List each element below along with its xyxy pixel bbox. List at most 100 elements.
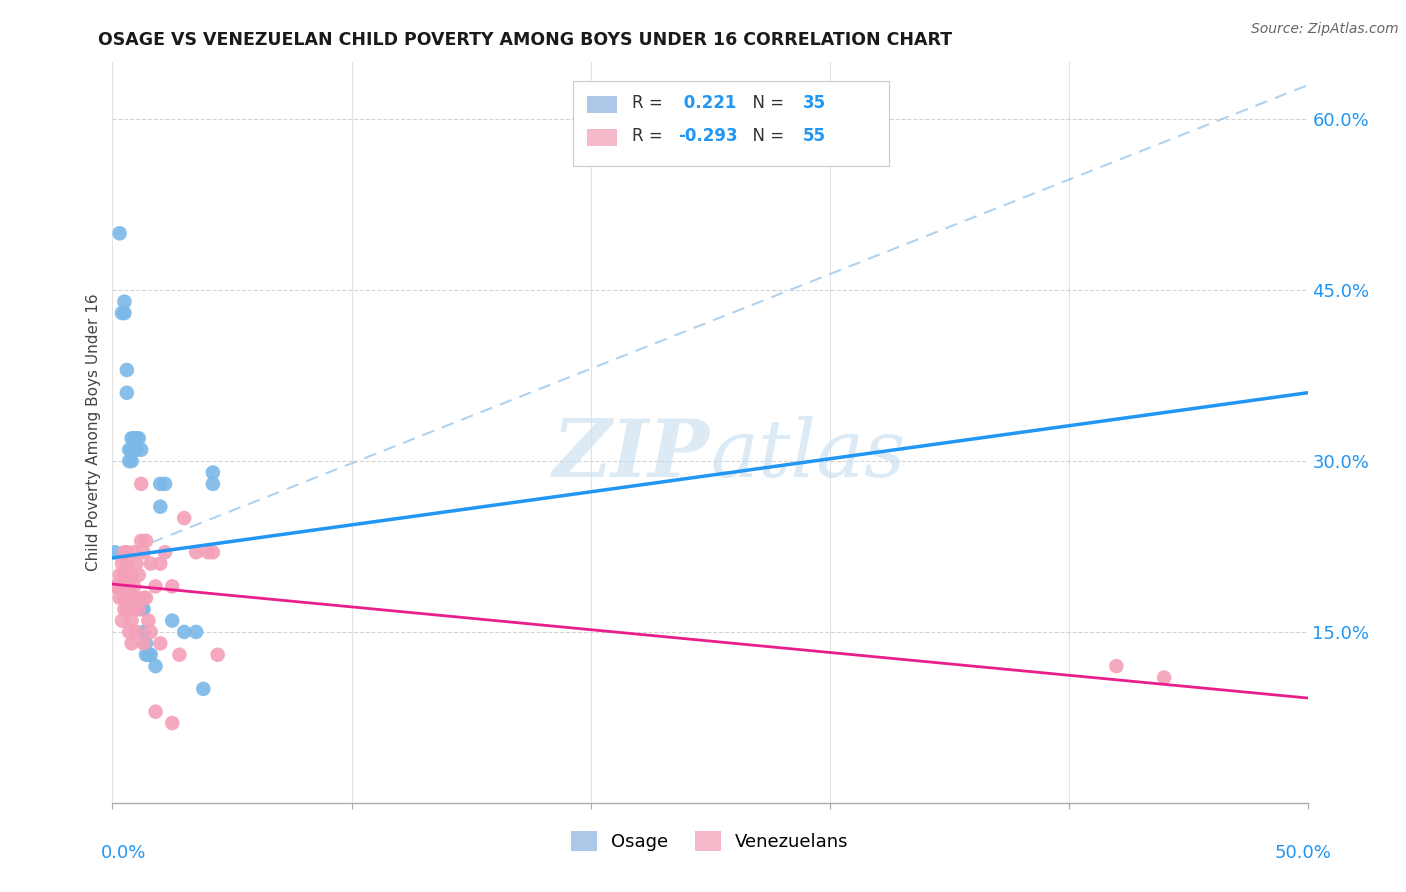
Point [139,557,162,571]
Point [153,545,176,559]
Point [162,579,183,593]
Text: R =: R = [633,128,668,145]
Point [121,568,143,582]
Point [128,431,150,445]
Point [108,227,131,241]
Point [145,659,167,673]
Point [121,614,143,628]
Legend: Osage, Venezuelans: Osage, Venezuelans [562,822,858,861]
Point [132,591,155,605]
Point [129,476,152,491]
Point [135,648,157,662]
Text: Source: ZipAtlas.com: Source: ZipAtlas.com [1251,22,1399,37]
Point [121,636,143,650]
Point [122,545,145,559]
Point [114,545,135,559]
Point [149,500,172,514]
Text: 50.0%: 50.0% [1275,844,1331,862]
Point [114,591,135,605]
Point [149,557,172,571]
Point [114,568,135,582]
Point [125,591,148,605]
Text: ZIP: ZIP [553,416,710,493]
Point [145,705,167,719]
FancyBboxPatch shape [586,96,617,112]
Point [149,636,172,650]
Point [129,442,152,457]
Point [118,602,141,616]
Point [111,306,134,320]
Y-axis label: Child Poverty Among Boys Under 16: Child Poverty Among Boys Under 16 [86,293,101,572]
Text: -0.293: -0.293 [678,128,737,145]
Point [132,624,155,639]
Point [125,557,148,571]
Point [132,545,155,559]
Point [121,454,143,468]
Text: 0.0%: 0.0% [101,844,146,862]
Point [105,579,128,593]
Point [115,557,138,571]
Point [128,602,150,616]
Point [1153,671,1175,685]
Text: N =: N = [742,95,790,112]
Point [145,579,167,593]
Point [115,385,138,400]
Point [149,476,172,491]
Text: R =: R = [633,95,668,112]
Point [162,614,183,628]
FancyBboxPatch shape [572,81,890,166]
Point [138,614,160,628]
Point [115,545,138,559]
Point [108,568,131,582]
Point [153,476,176,491]
Point [135,533,157,548]
Text: OSAGE VS VENEZUELAN CHILD POVERTY AMONG BOYS UNDER 16 CORRELATION CHART: OSAGE VS VENEZUELAN CHILD POVERTY AMONG … [98,31,952,49]
Point [132,636,155,650]
Text: atlas: atlas [710,416,905,493]
Point [114,306,135,320]
Text: N =: N = [742,128,790,145]
Point [201,466,224,480]
Point [186,624,208,639]
Text: 0.221: 0.221 [678,95,737,112]
Point [108,591,131,605]
Point [122,442,145,457]
Point [162,716,183,731]
Point [118,579,141,593]
Point [207,648,229,662]
Point [111,579,134,593]
Point [118,442,141,457]
Point [125,624,148,639]
Point [1105,659,1128,673]
Point [118,624,141,639]
Point [104,545,127,559]
Point [115,363,138,377]
Point [118,454,141,468]
Point [121,591,143,605]
Point [169,648,191,662]
Point [122,602,145,616]
Point [129,533,152,548]
FancyBboxPatch shape [586,129,617,146]
Point [138,648,160,662]
Point [132,602,155,616]
Point [129,602,152,616]
Point [104,579,127,593]
Point [193,681,215,696]
Point [115,602,138,616]
Point [139,648,162,662]
Point [114,602,135,616]
Point [186,545,208,559]
Text: 55: 55 [803,128,827,145]
Point [135,636,157,650]
Point [122,579,145,593]
Point [122,431,145,445]
Point [114,294,135,309]
Point [121,431,143,445]
Point [121,442,143,457]
Point [201,476,224,491]
Point [173,511,195,525]
Point [111,557,134,571]
Point [201,545,224,559]
Point [125,442,148,457]
